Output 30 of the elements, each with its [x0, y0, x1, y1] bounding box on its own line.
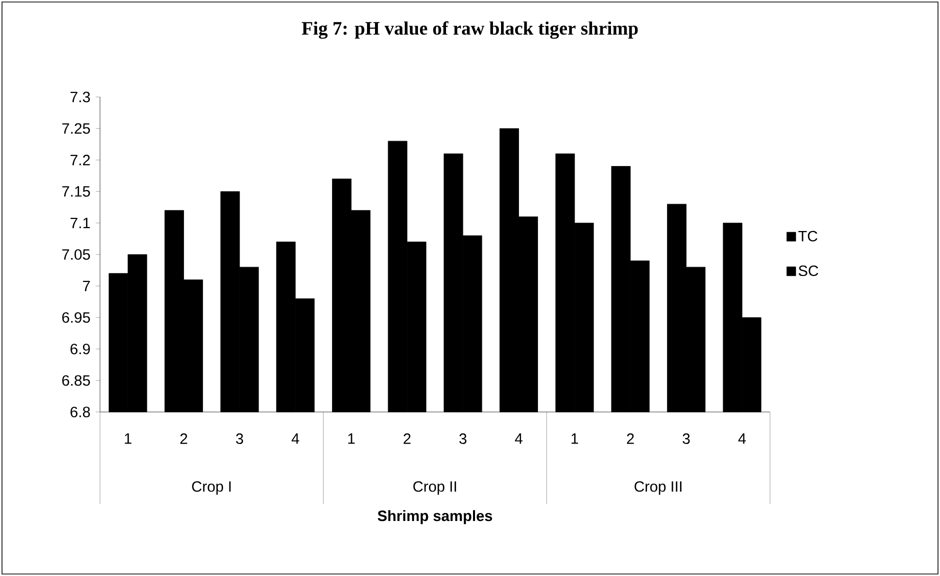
y-tick-label: 6.85: [62, 375, 90, 386]
chart-title: Fig 7: pH value of raw black tiger shrimp: [302, 21, 638, 39]
x-tick-label: 2: [627, 433, 634, 444]
text: Crop II: [413, 481, 456, 495]
y-tick-label: 7.25: [62, 123, 90, 134]
y-tick-label: 7.3: [70, 92, 90, 102]
y-tick-label: 7.05: [62, 249, 90, 260]
y-tick-label: 6.8: [70, 406, 90, 418]
x-tick-label: 4: [738, 433, 746, 444]
y-tick-label: 6.95: [62, 312, 90, 323]
x-tick-label: 2: [180, 433, 188, 444]
x-tick-label: 1: [348, 433, 355, 444]
x-tick-label: 3: [459, 433, 466, 444]
x-tick-label: 1: [124, 433, 132, 444]
x-axis-title: Shrimp samples: [378, 510, 492, 524]
text: Crop III: [634, 481, 682, 495]
y-tick-label: 7: [83, 280, 90, 292]
y-tick-label: 7.15: [62, 186, 90, 197]
text: Crop I: [192, 481, 231, 495]
y-tick-label: 7.2: [70, 154, 90, 166]
y-tick-label: 7.1: [70, 218, 90, 228]
x-tick-label: 3: [236, 433, 244, 444]
legend-label: SC: [798, 265, 818, 276]
legend-label: TC: [798, 230, 818, 242]
x-tick-label: 4: [292, 433, 300, 444]
y-tick-label: 6.9: [70, 344, 90, 354]
x-tick-label: 1: [572, 433, 578, 444]
x-tick-label: 2: [404, 433, 410, 444]
x-tick-label: 3: [682, 433, 690, 444]
x-tick-label: 4: [514, 433, 522, 444]
